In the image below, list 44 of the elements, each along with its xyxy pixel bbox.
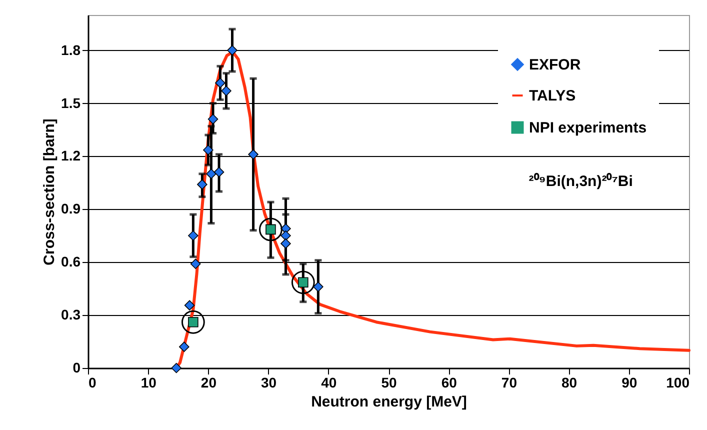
legend-label: EXFOR — [529, 56, 581, 74]
point — [221, 86, 232, 96]
point — [181, 310, 205, 334]
y-tick-label: 0.6 — [61, 254, 81, 270]
x-tick-label: 60 — [441, 374, 458, 390]
x-tick-label: 30 — [261, 374, 277, 390]
point — [214, 166, 224, 178]
annotation: ²⁰⁹Bi(n,3n)²⁰⁷Bi — [528, 172, 633, 190]
y-tick-label: 0.9 — [61, 200, 81, 217]
y-tick-label: 1.8 — [61, 42, 81, 58]
x-tick-label: 80 — [562, 374, 578, 390]
point — [313, 282, 324, 292]
y-axis-title: Cross-section [barn] — [41, 118, 58, 266]
point — [184, 300, 195, 310]
x-tick-label: 20 — [200, 374, 217, 390]
point — [259, 218, 282, 242]
point — [206, 168, 216, 179]
point — [248, 149, 258, 160]
point — [197, 179, 208, 190]
x-axis-title: Neutron energy [MeV] — [311, 394, 467, 410]
point — [203, 144, 214, 156]
point — [179, 342, 190, 352]
point — [291, 270, 315, 294]
y-tick-label: 0.3 — [61, 306, 81, 323]
x-tick-label: 0 — [88, 374, 96, 390]
x-tick-label: 10 — [140, 374, 157, 390]
y-tick-label: 1.2 — [61, 148, 81, 164]
point — [171, 362, 182, 374]
x-tick-label: 40 — [321, 374, 337, 390]
point — [280, 238, 291, 249]
x-tick-label: 50 — [381, 374, 397, 390]
point — [215, 78, 226, 88]
point — [208, 114, 218, 124]
x-tick-label: 100 — [666, 374, 690, 390]
point — [280, 230, 291, 241]
y-tick-label: 0 — [72, 360, 81, 376]
legend-label: NPI experiments — [529, 120, 647, 136]
x-tick-label: 70 — [501, 374, 518, 390]
legend-label: TALYS — [529, 88, 576, 104]
point — [227, 45, 238, 56]
y-tick-label: 1.5 — [61, 94, 81, 111]
point — [190, 258, 201, 270]
x-tick-label: 90 — [622, 374, 638, 390]
point — [188, 230, 198, 241]
